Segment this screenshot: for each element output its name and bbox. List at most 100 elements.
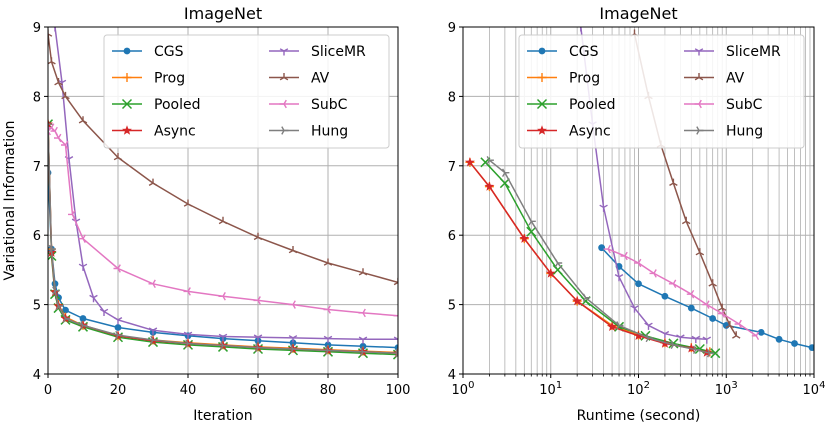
legend-label: SliceMR xyxy=(311,44,366,60)
x-tick-label: 40 xyxy=(180,383,197,398)
y-tick-label: 5 xyxy=(33,299,41,314)
series-prog xyxy=(465,157,715,357)
series-cgs xyxy=(48,169,398,352)
point-subc xyxy=(393,314,398,318)
point-subc xyxy=(183,287,191,296)
point-subc xyxy=(53,133,62,143)
point-slicemr xyxy=(630,305,639,313)
point-slicemr xyxy=(288,335,298,343)
series-line-pooled xyxy=(48,124,398,356)
series-line-subc xyxy=(607,248,757,337)
point-async xyxy=(545,268,556,278)
legend-item-pooled: Pooled xyxy=(527,97,615,113)
point-hung xyxy=(115,330,123,340)
legend-marker xyxy=(122,73,132,82)
point-av xyxy=(288,246,298,254)
point-slicemr xyxy=(218,333,228,341)
point-slicemr xyxy=(323,335,333,344)
x-tick-label: 20 xyxy=(110,383,127,398)
legend-label: Hung xyxy=(311,124,348,140)
legend-item-subc: SubC xyxy=(684,97,763,113)
point-slicemr xyxy=(393,336,398,344)
legend-label: AV xyxy=(726,71,745,87)
series-line-async xyxy=(48,124,398,354)
x-tick-label: 60 xyxy=(250,383,267,398)
point-slicemr xyxy=(691,335,701,344)
point-subc xyxy=(649,269,657,278)
legend-label: SubC xyxy=(311,97,348,113)
legend-label: CGS xyxy=(154,44,184,60)
y-tick-label: 7 xyxy=(33,160,41,175)
point-cgs xyxy=(757,328,765,336)
legend-marker xyxy=(538,47,546,55)
point-av xyxy=(393,277,398,286)
point-subc xyxy=(734,319,742,329)
x-tick-label: 80 xyxy=(320,383,337,398)
point-subc xyxy=(48,126,51,136)
x-axis-label: Iteration xyxy=(193,408,252,424)
point-hung xyxy=(52,286,60,295)
point-subc xyxy=(323,305,331,314)
legend: CGS Prog Pooled Async SliceMR AV SubC Hung xyxy=(103,34,390,149)
y-tick-label: 4 xyxy=(448,368,456,383)
y-tick-label: 7 xyxy=(448,160,456,175)
point-av xyxy=(669,178,678,187)
series-prog xyxy=(48,119,398,357)
point-slicemr xyxy=(89,294,98,303)
point-subc xyxy=(751,331,760,341)
y-axis-label: Variational Information xyxy=(2,120,18,280)
series-line-prog xyxy=(469,161,710,353)
legend-item-av: AV xyxy=(269,71,330,87)
point-cgs xyxy=(775,335,783,343)
point-hung xyxy=(670,340,678,350)
legend-label: CGS xyxy=(569,44,599,60)
series-subc xyxy=(603,244,760,341)
legend-marker xyxy=(694,73,704,81)
point-av xyxy=(253,232,263,241)
x-tick-label: 101 xyxy=(539,380,562,398)
point-subc xyxy=(288,300,296,309)
legend-item-cgs: CGS xyxy=(112,44,184,60)
x-tick-label: 100 xyxy=(386,383,411,398)
point-hung xyxy=(360,347,368,357)
point-av xyxy=(323,258,333,266)
point-subc xyxy=(253,296,261,305)
point-hung xyxy=(48,122,53,126)
legend-marker xyxy=(694,48,704,56)
point-slicemr xyxy=(99,308,109,316)
y-tick-label: 6 xyxy=(448,229,456,244)
point-hung xyxy=(501,168,510,177)
legend-label: AV xyxy=(311,71,330,87)
legend-marker xyxy=(694,99,702,109)
point-async xyxy=(633,330,644,340)
point-cgs xyxy=(808,344,814,352)
series-line-av xyxy=(48,33,398,284)
point-cgs xyxy=(635,280,642,288)
point-av xyxy=(681,216,691,225)
point-slicemr xyxy=(702,336,712,344)
series-hung xyxy=(48,122,398,358)
point-av xyxy=(183,199,193,207)
point-slicemr xyxy=(660,330,670,339)
point-subc xyxy=(702,300,710,309)
point-subc xyxy=(218,292,226,301)
series-line-prog xyxy=(48,124,398,354)
point-cgs xyxy=(394,344,398,352)
y-tick-label: 8 xyxy=(448,90,456,105)
chart-title: ImageNet xyxy=(599,4,677,23)
point-av xyxy=(218,216,228,225)
point-subc xyxy=(78,234,86,243)
legend-item-async: Async xyxy=(112,124,196,140)
point-slicemr xyxy=(579,27,583,32)
legend-marker xyxy=(281,126,289,135)
point-cgs xyxy=(289,339,297,347)
legend-item-pooled: Pooled xyxy=(112,97,200,113)
point-pooled xyxy=(526,226,537,237)
point-cgs xyxy=(79,315,87,322)
x-tick-label: 100 xyxy=(452,380,475,398)
point-cgs xyxy=(709,315,717,322)
point-av xyxy=(708,279,717,287)
point-subc xyxy=(67,210,76,219)
point-av xyxy=(78,116,88,124)
y-tick-label: 9 xyxy=(448,21,456,36)
